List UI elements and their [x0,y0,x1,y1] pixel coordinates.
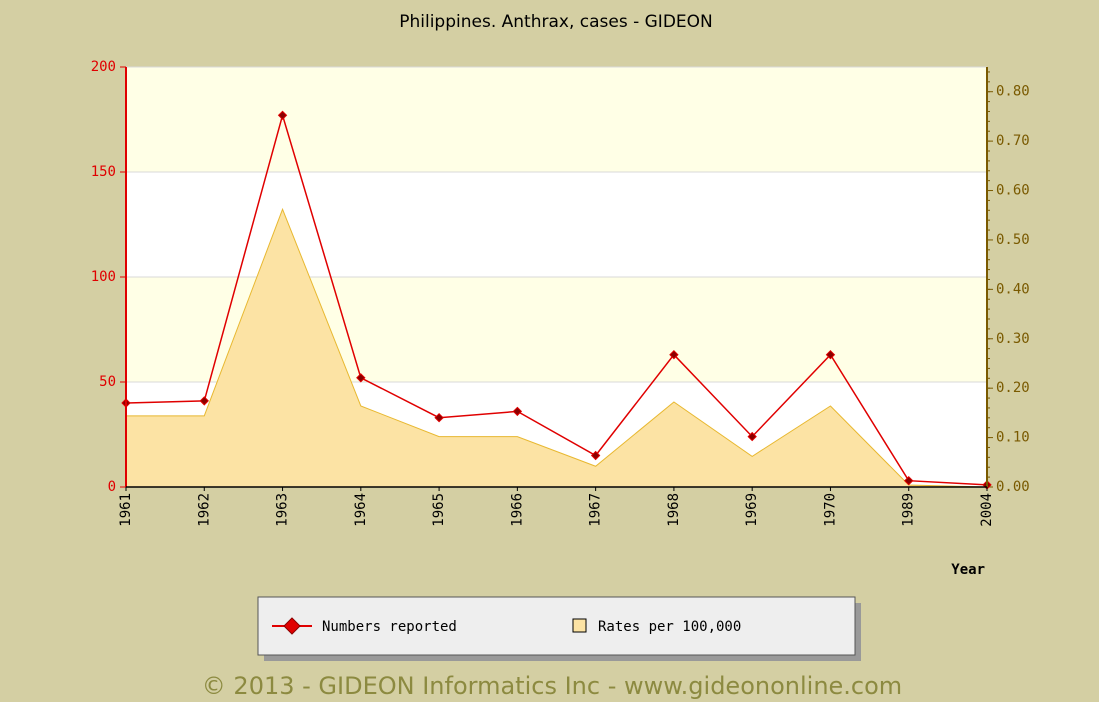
x-tick-label: 1965 [431,493,447,527]
x-axis-label: Year [951,562,985,578]
footer: © 2013 - GIDEON Informatics Inc - www.gi… [202,672,902,700]
y-tick-label: 0 [108,479,116,495]
x-tick-label: 1966 [509,493,525,527]
x-tick-label: 1970 [822,493,838,527]
y-tick-label: 50 [99,374,116,390]
legend-marker [283,617,301,635]
marker [669,349,679,360]
y2-tick-label: 0.40 [996,281,1030,297]
marker [277,110,288,121]
y-tick-label: 150 [91,164,116,180]
y2-tick-label: 0.50 [996,232,1030,248]
x-tick-label: 1964 [353,493,369,527]
x-tick-label: 1969 [744,493,760,527]
marker [590,450,601,461]
y2-tick-label: 0.20 [996,380,1030,396]
y2-tick-label: 0.60 [996,183,1030,199]
legend-label: Numbers reported [322,619,457,635]
y-tick-label: 100 [91,269,116,285]
y2-tick-label: 0.00 [996,479,1030,495]
marker [434,412,444,423]
x-tick-label: 2004 [979,493,995,527]
y2-tick-label: 0.10 [996,430,1030,446]
line [125,112,988,486]
y2-tick-label: 0.30 [996,331,1030,347]
x-tick-label: 1967 [588,493,604,527]
legend [257,596,856,656]
marker [356,373,366,383]
x-tick-label: 1968 [666,493,682,527]
x-tick-label: 1962 [196,493,212,527]
x-tick-label: 1961 [118,493,134,527]
plot-band [126,67,987,172]
marker [199,396,209,406]
y-tick-label: 200 [91,59,116,75]
marker [747,431,757,442]
marker [904,475,914,486]
x-tick-label: 1989 [901,493,917,527]
chart-title: Philippines. Anthrax, cases - GIDEON [399,12,713,32]
y2-tick-label: 0.80 [996,84,1030,100]
y2-tick-label: 0.70 [996,133,1030,149]
marker [512,406,523,417]
legend-swatch [572,618,587,633]
x-tick-label: 1963 [275,493,291,527]
marker [825,349,836,360]
legend-label: Rates per 100,000 [598,619,741,635]
